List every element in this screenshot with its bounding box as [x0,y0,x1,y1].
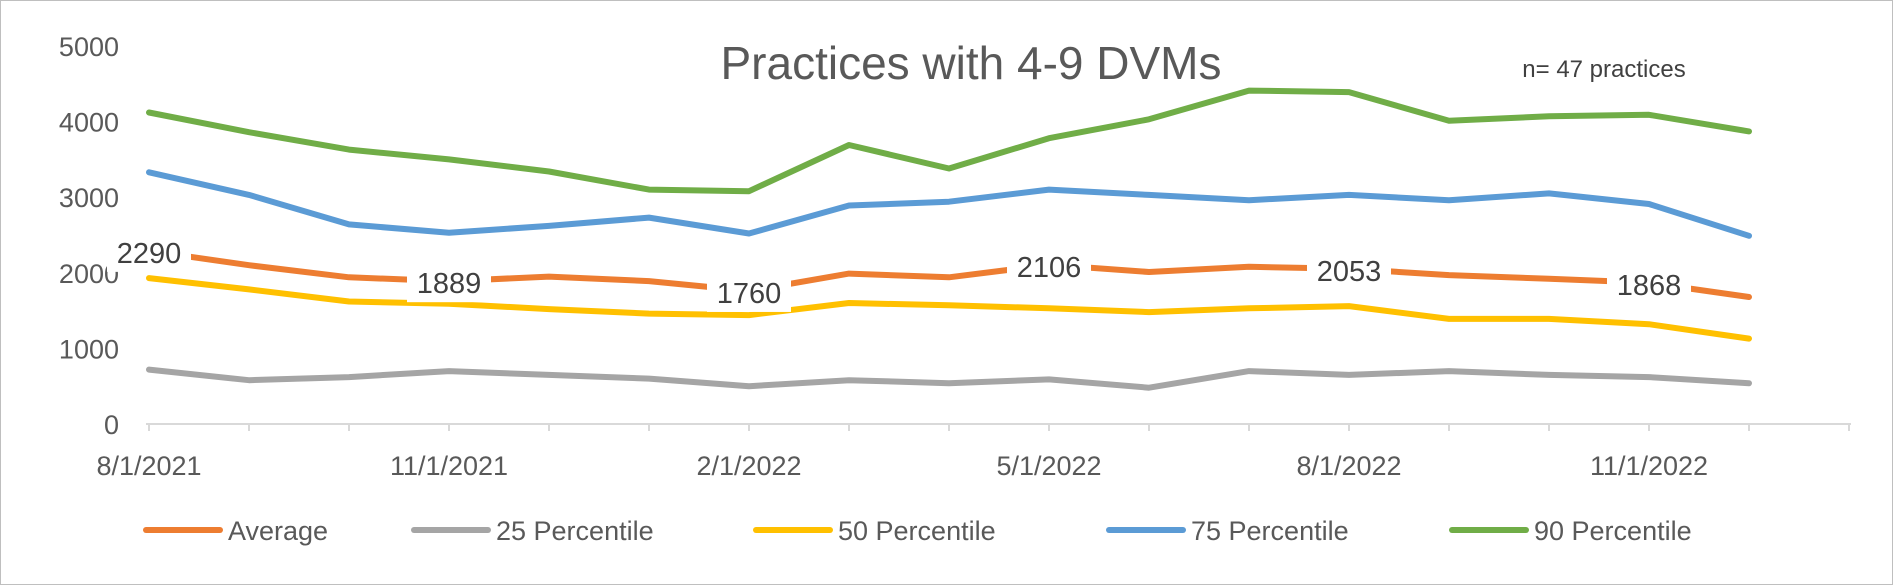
x-tick-label: 2/1/2022 [696,451,801,481]
data-label-text: 1760 [717,278,782,310]
data-label: 2106 [1007,247,1091,286]
legend-label: 50 Percentile [838,516,996,546]
data-label-text: 2106 [1017,252,1082,284]
data-label-text: 2290 [117,238,182,270]
series-line-average [146,247,1752,300]
x-tick-label: 8/1/2021 [96,451,201,481]
data-label-text: 2053 [1317,256,1382,288]
data-label-text: 1889 [417,268,482,300]
legend-label: Average [228,516,328,546]
legend-item-75-percentile: 75 Percentile [1106,516,1349,546]
series-line-50-percentile [146,275,1752,342]
sample-size-note: n= 47 practices [1522,56,1685,83]
y-tick-label: 4000 [59,108,119,138]
data-label: 2290 [107,233,191,272]
y-tick-label: 0 [104,410,119,440]
x-axis: 8/1/2021 11/1/2021 2/1/2022 5/1/2022 8/1/202… [96,423,1851,481]
legend: Average 25 Percentile 50 Percentile 75 Perc… [143,516,1692,546]
y-tick-label: 3000 [59,183,119,213]
chart-title: Practices with 4-9 DVMs [720,37,1221,89]
legend-item-90-percentile: 90 Percentile [1449,516,1692,546]
data-label-box [1607,265,1691,304]
x-tick-label: 5/1/2022 [996,451,1101,481]
data-label-box [407,264,491,303]
legend-item-50-percentile: 50 Percentile [753,516,996,546]
data-label-box [107,233,191,272]
y-tick-label: 5000 [59,32,119,62]
series-line-90-percentile [146,87,1752,195]
data-label: 2053 [1307,251,1391,290]
y-tick-label: 1000 [59,334,119,364]
legend-label: 75 Percentile [1191,516,1349,546]
x-tick-label: 8/1/2022 [1296,451,1401,481]
data-label-box [1007,247,1091,286]
data-label: 1889 [407,264,491,303]
legend-item-25-percentile: 25 Percentile [411,516,654,546]
series-line-75-percentile [146,169,1752,239]
data-label: 1760 [707,273,791,312]
x-tick-label: 11/1/2021 [390,451,508,481]
legend-label: 90 Percentile [1534,516,1692,546]
data-label: 1868 [1607,265,1691,304]
series-lines [146,87,1752,391]
series-line-25-percentile [146,366,1752,391]
legend-item-average: Average [143,516,328,546]
legend-label: 25 Percentile [496,516,654,546]
data-label-box [707,273,791,312]
data-label-box [1307,251,1391,290]
x-tick-label: 11/1/2022 [1590,451,1708,481]
data-label-text: 1868 [1617,270,1682,302]
data-labels: 2290 1889 1760 2106 2053 1868 [107,233,1691,312]
